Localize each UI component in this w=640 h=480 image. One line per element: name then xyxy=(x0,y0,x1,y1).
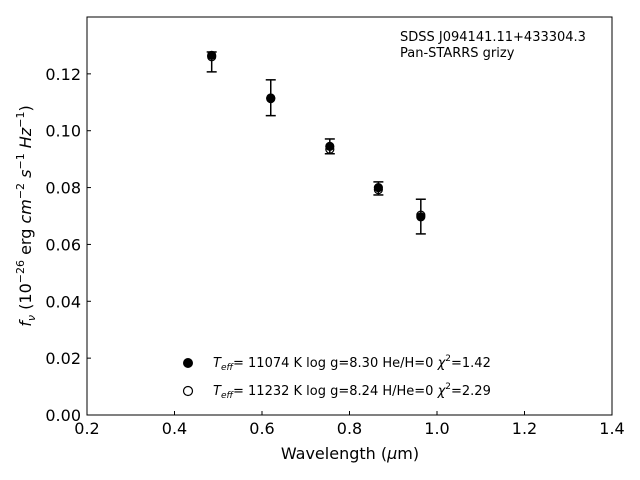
annotation-line-2: Pan-STARRS grizy xyxy=(400,46,515,61)
y-tick-label: 0.10 xyxy=(45,122,81,141)
annotation-line-1: SDSS J094141.11+433304.3 xyxy=(400,30,586,45)
x-axis-label: Wavelength (μm) xyxy=(281,444,419,463)
point-filled xyxy=(325,141,335,151)
point-open xyxy=(373,184,383,195)
point-open xyxy=(266,93,276,104)
legend-marker-open xyxy=(182,385,194,397)
y-tick-label: 0.02 xyxy=(45,349,81,368)
y-axis-label: fν (10−26 erg cm−2 s−1 Hz−1) xyxy=(14,105,38,326)
point-open xyxy=(416,210,426,220)
point-open xyxy=(207,52,217,62)
legend-entry-2: Teff= 11232 K log g=8.24 H/He=0 χ2=2.29 xyxy=(213,382,491,401)
y-tick-label: 0.06 xyxy=(45,235,81,254)
point-open xyxy=(325,144,335,154)
y-tick-label: 0.12 xyxy=(45,65,81,84)
y-tick-label: 0.08 xyxy=(45,179,81,198)
legend-entry-1: Teff= 11074 K log g=8.30 He/H=0 χ2=1.42 xyxy=(213,354,491,373)
x-tick-label: 1.4 xyxy=(599,419,624,438)
x-tick-label: 0.4 xyxy=(162,419,187,438)
x-tick-label: 0.2 xyxy=(74,419,99,438)
x-tick-label: 0.6 xyxy=(249,419,274,438)
legend: Teff= 11074 K log g=8.30 He/H=0 χ2=1.42 … xyxy=(182,354,491,401)
data-points xyxy=(207,50,426,222)
x-tick-label: 1.2 xyxy=(512,419,537,438)
y-tick-label: 0.04 xyxy=(45,292,81,311)
error-bars xyxy=(206,51,426,235)
y-tick-label: 0.00 xyxy=(45,406,81,425)
x-tick-label: 1.0 xyxy=(424,419,449,438)
axis-ticks: 0.2 0.4 0.6 0.8 1.0 1.2 1.4 0.00 0.02 0.04 0.06 0.0… xyxy=(45,65,624,438)
legend-marker-filled xyxy=(183,358,193,368)
x-tick-label: 0.8 xyxy=(337,419,362,438)
